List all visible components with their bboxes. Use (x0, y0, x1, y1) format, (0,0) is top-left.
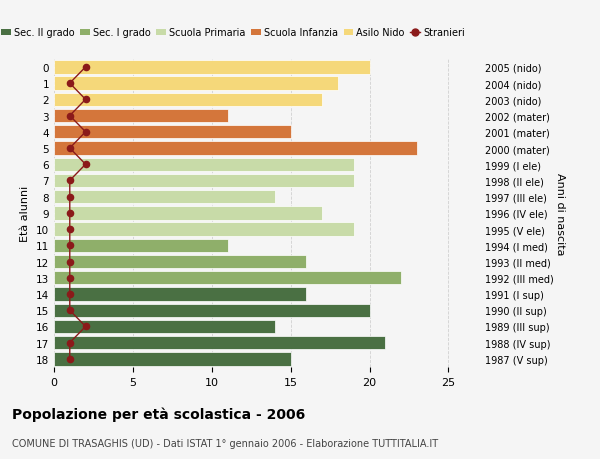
Bar (54, 126, 290, 139)
Point (65, 210, 74, 217)
Point (65, 145, 74, 152)
Point (65, 307, 74, 314)
Point (81, 96, 91, 104)
Text: COMUNE DI TRASAGHIS (UD) - Dati ISTAT 1° gennaio 2006 - Elaborazione TUTTITALIA.: COMUNE DI TRASAGHIS (UD) - Dati ISTAT 1°… (12, 438, 438, 448)
Y-axis label: Età alunni: Età alunni (20, 185, 31, 241)
Bar (54, 223, 354, 236)
Point (65, 339, 74, 347)
Point (65, 274, 74, 282)
Bar (54, 255, 307, 269)
Point (65, 355, 74, 363)
Bar (54, 304, 370, 317)
Point (65, 177, 74, 185)
Point (65, 258, 74, 266)
Bar (54, 110, 227, 123)
Point (65, 226, 74, 233)
Point (81, 323, 91, 330)
Point (65, 291, 74, 298)
Point (65, 112, 74, 120)
Point (81, 129, 91, 136)
Point (65, 194, 74, 201)
Bar (54, 272, 401, 285)
Bar (54, 239, 227, 252)
Bar (54, 77, 338, 90)
Text: Popolazione per età scolastica - 2006: Popolazione per età scolastica - 2006 (12, 406, 305, 421)
Bar (54, 158, 354, 172)
Point (81, 64, 91, 72)
Legend: Sec. II grado, Sec. I grado, Scuola Primaria, Scuola Infanzia, Asilo Nido, Stran: Sec. II grado, Sec. I grado, Scuola Prim… (0, 24, 469, 42)
Bar (54, 94, 322, 107)
Point (81, 161, 91, 168)
Bar (54, 320, 275, 333)
Point (65, 242, 74, 250)
Y-axis label: Anni di nascita: Anni di nascita (555, 172, 565, 255)
Bar (54, 61, 370, 74)
Point (65, 80, 74, 88)
Bar (54, 288, 307, 301)
Bar (54, 353, 290, 366)
Bar (54, 142, 417, 155)
Bar (54, 174, 354, 188)
Bar (54, 190, 275, 204)
Bar (54, 207, 322, 220)
Bar (54, 336, 385, 350)
